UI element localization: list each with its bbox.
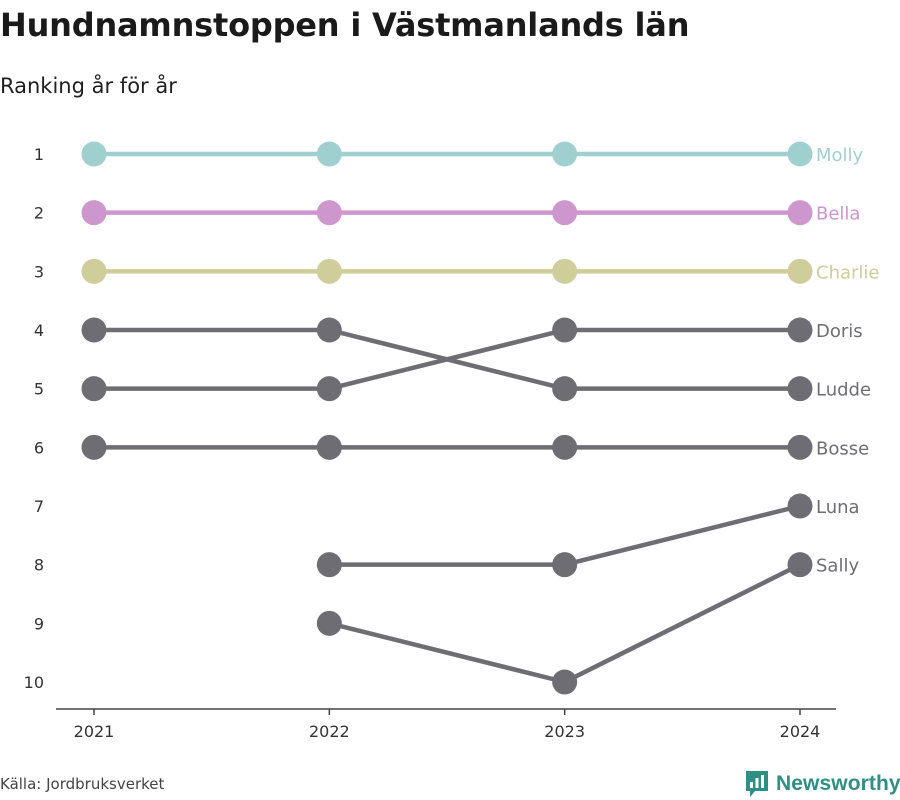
point-bosse-2024[interactable] — [787, 434, 813, 460]
point-ludde-2024[interactable] — [787, 376, 813, 402]
point-bella-2021[interactable] — [81, 200, 107, 226]
source-note: Källa: Jordbruksverket — [0, 775, 165, 793]
series-label-luna: Luna — [816, 497, 860, 518]
point-bella-2022[interactable] — [316, 200, 342, 226]
series-label-bella: Bella — [816, 204, 860, 225]
point-luna-2024[interactable] — [787, 493, 813, 519]
point-doris-2021[interactable] — [81, 376, 107, 402]
series-label-ludde: Ludde — [816, 380, 871, 401]
y-tick-label-1: 1 — [34, 145, 44, 164]
point-bosse-2023[interactable] — [552, 434, 578, 460]
point-ludde-2022[interactable] — [316, 317, 342, 343]
point-doris-2024[interactable] — [787, 317, 813, 343]
point-doris-2022[interactable] — [316, 376, 342, 402]
chart-subtitle: Ranking år för år — [0, 74, 177, 98]
point-charlie-2021[interactable] — [81, 258, 107, 284]
chart-lines — [91, 151, 803, 685]
y-tick-label-5: 5 — [34, 380, 44, 399]
series-label-sally: Sally — [816, 556, 859, 577]
y-tick-label-2: 2 — [34, 204, 44, 223]
point-bella-2023[interactable] — [552, 200, 578, 226]
point-ludde-2021[interactable] — [81, 317, 107, 343]
x-tick-label-2024: 2024 — [780, 722, 821, 741]
series-line-ludde-2022-2023 — [327, 327, 567, 391]
x-tick-label-2023: 2023 — [544, 722, 585, 741]
point-bosse-2021[interactable] — [81, 434, 107, 460]
point-charlie-2023[interactable] — [552, 258, 578, 284]
point-charlie-2022[interactable] — [316, 258, 342, 284]
point-ludde-2023[interactable] — [552, 376, 578, 402]
point-bella-2024[interactable] — [787, 200, 813, 226]
chart-series-labels: Doris Ludde Bosse Luna Sally Molly Bella Charli… — [816, 145, 879, 577]
series-label-bosse: Bosse — [816, 438, 869, 459]
x-tick-label-2021: 2021 — [74, 722, 115, 741]
point-molly-2023[interactable] — [552, 141, 578, 167]
y-tick-label-7: 7 — [34, 497, 44, 516]
series-label-molly: Molly — [816, 145, 864, 166]
series-label-charlie: Charlie — [816, 262, 879, 283]
y-tick-label-9: 9 — [34, 614, 44, 633]
newsworthy-logo[interactable]: Newsworthy — [744, 768, 900, 800]
series-line-luna-2023-2024 — [562, 503, 803, 567]
chart-title: Hundnamnstoppen i Västmanlands län — [0, 6, 690, 44]
y-tick-label-8: 8 — [34, 556, 44, 575]
y-tick-label-6: 6 — [34, 438, 44, 457]
point-doris-2023[interactable] — [552, 317, 578, 343]
y-tick-label-10: 10 — [24, 673, 44, 692]
y-tick-label-4: 4 — [34, 321, 44, 340]
newsworthy-logo-text: Newsworthy — [776, 772, 900, 795]
point-sally-2022[interactable] — [316, 610, 342, 636]
series-label-doris: Doris — [816, 321, 863, 342]
point-luna-2023[interactable] — [552, 552, 578, 578]
x-tick-label-2022: 2022 — [309, 722, 350, 741]
point-molly-2024[interactable] — [787, 141, 813, 167]
chart-axes: 2021 2022 2023 2024 1 2 3 4 5 6 7 8 9 10 — [24, 145, 836, 741]
point-bosse-2022[interactable] — [316, 434, 342, 460]
point-sally-2024[interactable] — [787, 552, 813, 578]
newsworthy-logo-icon — [746, 771, 768, 797]
point-charlie-2024[interactable] — [787, 258, 813, 284]
point-luna-2022[interactable] — [316, 552, 342, 578]
chart-points — [81, 141, 813, 695]
point-molly-2021[interactable] — [81, 141, 107, 167]
y-tick-label-3: 3 — [34, 262, 44, 281]
series-line-sally-2023-2024 — [562, 562, 803, 685]
series-line-sally-2022-2023 — [327, 621, 567, 685]
point-sally-2023[interactable] — [552, 669, 578, 695]
point-molly-2022[interactable] — [316, 141, 342, 167]
